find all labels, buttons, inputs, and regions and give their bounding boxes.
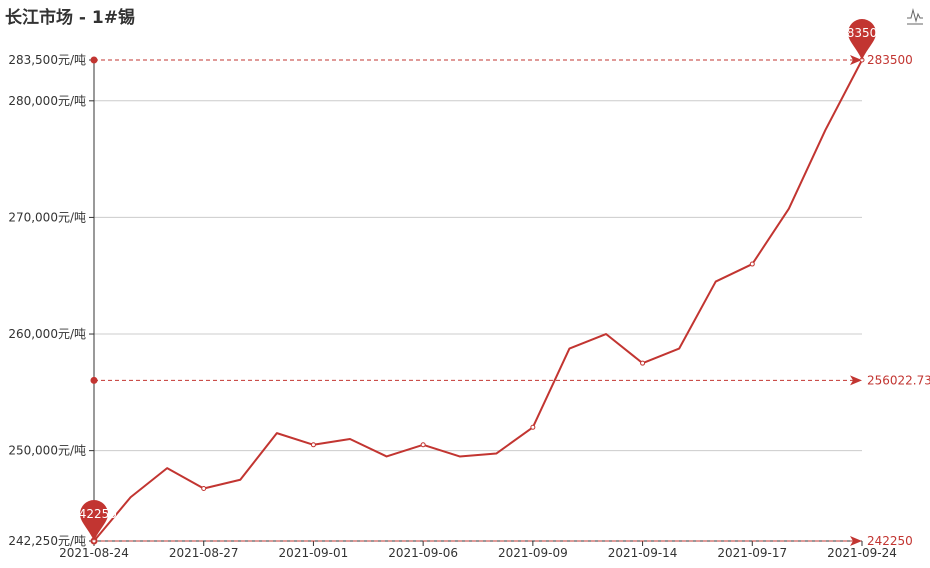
x-tick-label: 2021-08-27 [169,546,239,560]
mark-line-start-dot [90,56,98,64]
data-point [530,424,536,430]
x-tick-label: 2021-09-24 [827,546,897,560]
x-tick-label: 2021-08-24 [59,546,129,560]
line-chart-icon [907,8,923,25]
y-tick-label: 250,000元/吨 [8,444,86,458]
x-tick-label: 2021-09-17 [717,546,787,560]
mark-point-pin [80,500,108,541]
x-tick-label: 2021-09-01 [279,546,349,560]
y-tick-label: 280,000元/吨 [8,94,86,108]
chart-title: 长江市场 - 1#锡 [5,8,135,28]
x-tick-label: 2021-09-14 [608,546,678,560]
y-tick-label: 260,000元/吨 [8,327,86,341]
mark-point-max: 283500 [839,19,885,60]
x-tick-label: 2021-09-06 [388,546,458,560]
y-tick-label: 270,000元/吨 [8,210,86,224]
mark-point-pin [848,19,876,60]
y-tick-label: 242,250元/吨 [8,534,86,548]
mark-point-label: 283500 [839,26,885,40]
mark-line-arrow [850,536,862,546]
mark-line-label: 242250 [867,534,913,548]
mark-line-label: 256022.73 [867,373,930,387]
mark-line-arrow [850,375,862,386]
data-point [201,486,207,492]
mark-line-start-dot [90,376,98,384]
mark-line-label: 283500 [867,53,913,67]
y-tick-label: 283,500元/吨 [8,53,86,67]
data-point [310,442,316,448]
mark-line-arrow [850,55,862,65]
data-point [420,442,426,448]
mark-point-label: 242250 [71,507,117,521]
x-tick-label: 2021-09-09 [498,546,568,560]
data-point [640,360,646,366]
toolbox-line-chart-button[interactable] [905,6,925,26]
series-line [93,59,863,542]
data-point [749,261,755,267]
mark-point-min: 242250 [71,500,117,541]
